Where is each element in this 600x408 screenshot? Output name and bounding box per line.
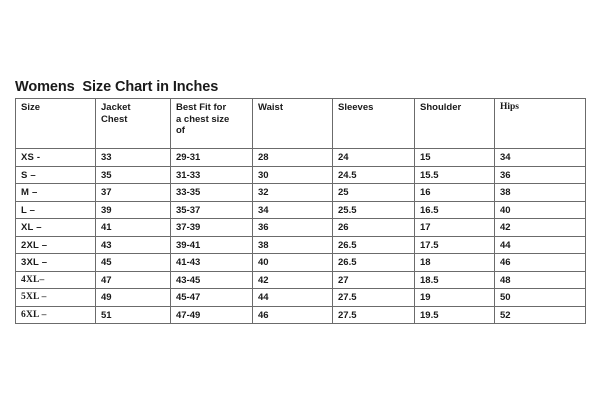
cell-best-fit: 35-37 (170, 200, 253, 219)
cell-waist: 32 (252, 183, 333, 202)
column-header-jacket-chest: Jacket Chest (95, 98, 171, 149)
cell-hips: 46 (494, 253, 586, 272)
cell-jacket-chest: 41 (95, 218, 171, 237)
column-header-waist: Waist (252, 98, 333, 149)
cell-hips: 38 (494, 183, 586, 202)
cell-sleeves: 27.5 (332, 305, 415, 324)
cell-waist: 30 (252, 165, 333, 184)
cell-jacket-chest: 45 (95, 253, 171, 272)
cell-size: 3XL – (15, 253, 96, 272)
cell-waist: 40 (252, 253, 333, 272)
cell-jacket-chest: 35 (95, 165, 171, 184)
cell-shoulder: 15.5 (414, 165, 495, 184)
cell-sleeves: 25.5 (332, 200, 415, 219)
cell-shoulder: 18 (414, 253, 495, 272)
cell-shoulder: 16.5 (414, 200, 495, 219)
cell-best-fit: 37-39 (170, 218, 253, 237)
cell-best-fit: 33-35 (170, 183, 253, 202)
cell-best-fit: 29-31 (170, 148, 253, 167)
cell-shoulder: 17 (414, 218, 495, 237)
cell-hips: 40 (494, 200, 586, 219)
cell-shoulder: 16 (414, 183, 495, 202)
cell-sleeves: 26.5 (332, 253, 415, 272)
cell-waist: 28 (252, 148, 333, 167)
cell-best-fit: 41-43 (170, 253, 253, 272)
cell-jacket-chest: 51 (95, 305, 171, 324)
cell-jacket-chest: 47 (95, 270, 171, 289)
cell-sleeves: 26.5 (332, 235, 415, 254)
cell-shoulder: 19 (414, 288, 495, 307)
table-row: 2XL – 43 39-41 38 26.5 17.5 44 (15, 235, 586, 254)
table-row: 4XL– 47 43-45 42 27 18.5 48 (15, 270, 586, 289)
cell-hips: 50 (494, 288, 586, 307)
cell-size: M – (15, 183, 96, 202)
cell-best-fit: 47-49 (170, 305, 253, 324)
cell-jacket-chest: 37 (95, 183, 171, 202)
cell-sleeves: 25 (332, 183, 415, 202)
cell-waist: 34 (252, 200, 333, 219)
column-header-best-fit: Best Fit for a chest size of (170, 98, 253, 149)
cell-waist: 36 (252, 218, 333, 237)
cell-sleeves: 26 (332, 218, 415, 237)
cell-size: 4XL– (15, 270, 96, 289)
cell-sleeves: 27 (332, 270, 415, 289)
cell-jacket-chest: 33 (95, 148, 171, 167)
cell-size: XL – (15, 218, 96, 237)
table-row: XS - 33 29-31 28 24 15 34 (15, 148, 586, 167)
cell-hips: 36 (494, 165, 586, 184)
cell-hips: 42 (494, 218, 586, 237)
cell-size: L – (15, 200, 96, 219)
table-header-row: Size Jacket Chest Best Fit for a chest s… (15, 98, 586, 149)
cell-hips: 34 (494, 148, 586, 167)
table-row: XL – 41 37-39 36 26 17 42 (15, 218, 586, 237)
cell-size: 6XL – (15, 305, 96, 324)
table-row: L – 39 35-37 34 25.5 16.5 40 (15, 200, 586, 219)
column-header-size: Size (15, 98, 96, 149)
cell-shoulder: 17.5 (414, 235, 495, 254)
cell-sleeves: 27.5 (332, 288, 415, 307)
cell-best-fit: 39-41 (170, 235, 253, 254)
cell-waist: 44 (252, 288, 333, 307)
cell-size: 5XL – (15, 288, 96, 307)
cell-size: 2XL – (15, 235, 96, 254)
cell-shoulder: 15 (414, 148, 495, 167)
cell-waist: 46 (252, 305, 333, 324)
cell-best-fit: 31-33 (170, 165, 253, 184)
cell-waist: 42 (252, 270, 333, 289)
cell-sleeves: 24.5 (332, 165, 415, 184)
cell-hips: 44 (494, 235, 586, 254)
cell-waist: 38 (252, 235, 333, 254)
cell-sleeves: 24 (332, 148, 415, 167)
table-row: M – 37 33-35 32 25 16 38 (15, 183, 586, 202)
table-row: S – 35 31-33 30 24.5 15.5 36 (15, 165, 586, 184)
cell-jacket-chest: 43 (95, 235, 171, 254)
cell-size: XS - (15, 148, 96, 167)
cell-shoulder: 19.5 (414, 305, 495, 324)
cell-best-fit: 45-47 (170, 288, 253, 307)
cell-hips: 48 (494, 270, 586, 289)
cell-hips: 52 (494, 305, 586, 324)
column-header-hips: Hips (494, 98, 586, 149)
column-header-sleeves: Sleeves (332, 98, 415, 149)
table-row: 5XL – 49 45-47 44 27.5 19 50 (15, 288, 586, 307)
page-title: Womens Size Chart in Inches (15, 79, 219, 95)
column-header-shoulder: Shoulder (414, 98, 495, 149)
cell-best-fit: 43-45 (170, 270, 253, 289)
cell-shoulder: 18.5 (414, 270, 495, 289)
cell-size: S – (15, 165, 96, 184)
table-row: 6XL – 51 47-49 46 27.5 19.5 52 (15, 305, 586, 324)
cell-jacket-chest: 49 (95, 288, 171, 307)
cell-jacket-chest: 39 (95, 200, 171, 219)
table-row: 3XL – 45 41-43 40 26.5 18 46 (15, 253, 586, 272)
size-chart-table: Size Jacket Chest Best Fit for a chest s… (15, 98, 586, 324)
